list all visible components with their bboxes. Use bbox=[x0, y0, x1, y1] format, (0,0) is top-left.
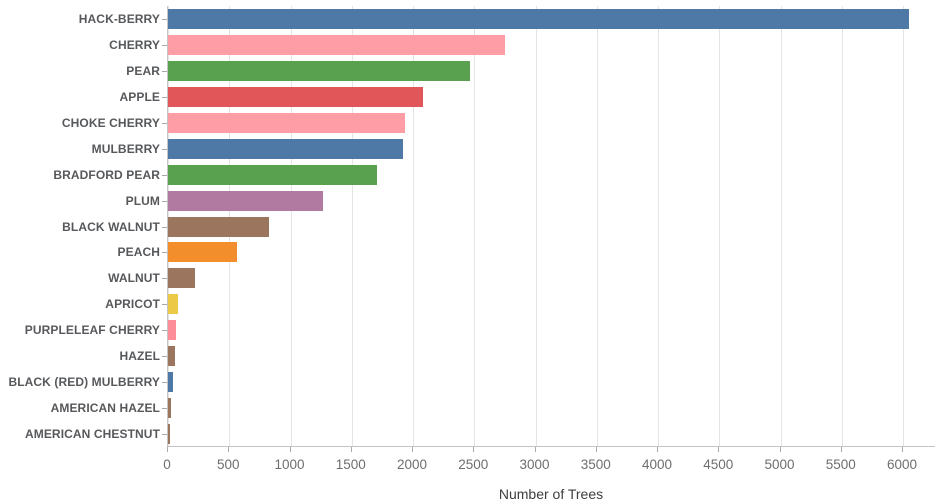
y-axis-tick bbox=[162, 44, 167, 46]
gridline bbox=[903, 6, 904, 446]
bar bbox=[168, 294, 178, 315]
gridline bbox=[474, 6, 476, 446]
bar bbox=[168, 372, 174, 393]
x-axis-tick-label: 1000 bbox=[274, 457, 305, 472]
y-axis-label: APPLE bbox=[119, 89, 160, 104]
bar bbox=[168, 8, 910, 29]
gridline bbox=[780, 6, 782, 446]
y-axis-tick bbox=[162, 252, 167, 254]
x-axis-tick bbox=[289, 447, 291, 452]
x-axis-tick-label: 3500 bbox=[580, 457, 611, 472]
bar bbox=[168, 268, 195, 289]
bar bbox=[168, 112, 406, 133]
y-axis-label: PURPLELEAF CHERRY bbox=[24, 323, 160, 338]
gridline bbox=[841, 6, 843, 446]
y-axis-label: APRICOT bbox=[105, 297, 160, 312]
bar bbox=[168, 398, 171, 419]
y-axis-label: MULBERRY bbox=[91, 141, 160, 156]
y-axis-label: BLACK WALNUT bbox=[62, 219, 160, 234]
y-axis-tick bbox=[162, 304, 167, 306]
x-axis-tick bbox=[718, 447, 720, 452]
x-axis-tick-label: 3000 bbox=[519, 457, 550, 472]
bar bbox=[168, 424, 171, 445]
x-axis-tick-label: 500 bbox=[216, 457, 240, 472]
y-axis-label: BLACK (RED) MULBERRY bbox=[8, 375, 160, 390]
y-axis-label: PEACH bbox=[117, 245, 160, 260]
x-axis-tick-label: 4500 bbox=[703, 457, 734, 472]
bar bbox=[168, 60, 470, 81]
x-axis-tick-label: 5500 bbox=[825, 457, 856, 472]
y-axis-label: BRADFORD PEAR bbox=[53, 167, 160, 182]
y-axis-label: AMERICAN HAZEL bbox=[50, 401, 160, 416]
y-axis-tick bbox=[162, 18, 167, 20]
gridline bbox=[290, 6, 292, 446]
x-axis-tick-label: 1500 bbox=[335, 457, 366, 472]
gridline bbox=[535, 6, 537, 446]
y-axis-tick bbox=[162, 148, 167, 150]
x-axis-tick bbox=[228, 447, 230, 452]
bar bbox=[168, 86, 424, 107]
bar bbox=[168, 34, 506, 55]
x-axis-tick bbox=[412, 447, 413, 452]
y-axis-tick bbox=[162, 122, 167, 124]
y-axis-label: PEAR bbox=[126, 63, 160, 78]
y-axis-tick bbox=[162, 174, 167, 176]
y-axis-tick bbox=[162, 200, 167, 202]
y-axis-label: HACK-BERRY bbox=[78, 11, 160, 26]
bar bbox=[168, 164, 377, 185]
y-axis-tick bbox=[162, 434, 167, 436]
x-axis-tick-label: 6000 bbox=[886, 457, 918, 472]
x-axis-tick bbox=[840, 447, 842, 452]
bar bbox=[168, 138, 404, 159]
bar bbox=[168, 346, 175, 367]
y-axis-tick bbox=[162, 330, 167, 332]
y-axis-label: HAZEL bbox=[119, 349, 160, 364]
y-axis-label: CHERRY bbox=[109, 37, 160, 52]
y-axis-tick bbox=[162, 70, 167, 72]
x-axis-tick bbox=[902, 447, 903, 452]
x-axis-tick bbox=[779, 447, 781, 452]
bar bbox=[168, 242, 238, 263]
y-axis-tick bbox=[162, 408, 167, 410]
y-axis-label: PLUM bbox=[125, 193, 160, 208]
x-axis-tick bbox=[350, 447, 352, 452]
y-axis-tick bbox=[162, 356, 167, 358]
x-axis-tick-label: 2500 bbox=[458, 457, 489, 472]
gridline bbox=[658, 6, 659, 446]
y-axis-tick bbox=[162, 382, 167, 384]
x-axis-tick-label: 0 bbox=[163, 457, 171, 472]
gridline bbox=[413, 6, 414, 446]
y-axis-tick bbox=[162, 96, 167, 98]
y-axis-label: AMERICAN CHESTNUT bbox=[24, 427, 160, 442]
x-axis-title: Number of Trees bbox=[498, 486, 604, 502]
plot-area bbox=[167, 6, 935, 447]
x-axis-tick-label: 2000 bbox=[396, 457, 428, 472]
y-axis-label: CHOKE CHERRY bbox=[61, 115, 160, 130]
gridline bbox=[719, 6, 721, 446]
bar bbox=[168, 320, 176, 341]
x-axis-tick bbox=[657, 447, 658, 452]
x-axis-tick-label: 5000 bbox=[764, 457, 795, 472]
gridline bbox=[596, 6, 598, 446]
y-axis-tick bbox=[162, 278, 167, 280]
y-axis-label: WALNUT bbox=[108, 271, 160, 286]
x-axis-tick bbox=[473, 447, 475, 452]
x-axis-tick bbox=[534, 447, 536, 452]
y-axis-tick bbox=[162, 226, 167, 228]
gridline bbox=[351, 6, 353, 446]
x-axis-tick bbox=[595, 447, 597, 452]
x-axis-tick-label: 4000 bbox=[641, 457, 673, 472]
bar bbox=[168, 190, 323, 211]
bar bbox=[168, 216, 270, 237]
x-axis-tick bbox=[167, 447, 168, 452]
